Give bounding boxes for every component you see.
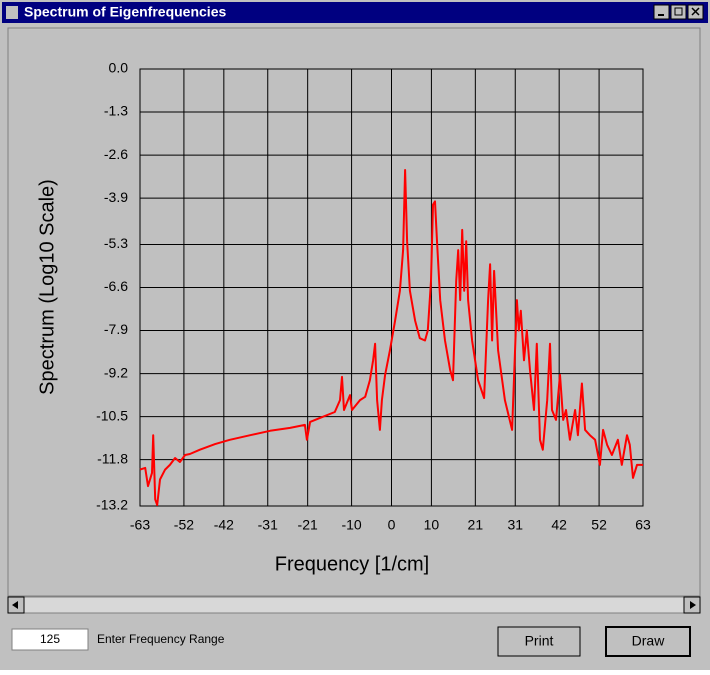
x-tick-label: 63 — [635, 517, 651, 533]
plot-frame — [139, 68, 644, 507]
y-tick-label: -13.2 — [96, 497, 128, 513]
icon — [674, 7, 683, 16]
y-tick-label: -7.9 — [104, 321, 128, 337]
minimize-button[interactable] — [653, 4, 670, 20]
icon — [691, 7, 700, 16]
x-tick-label: 10 — [424, 517, 440, 533]
x-tick-label: 0 — [388, 517, 396, 533]
x-tick-label: -10 — [341, 517, 361, 533]
app-icon — [6, 6, 18, 19]
draw-button-label: Draw — [632, 633, 666, 649]
x-tick-label: 52 — [591, 517, 607, 533]
window-buttons — [653, 4, 704, 20]
y-tick-label: -9.2 — [104, 364, 128, 380]
y-tick-label: -1.3 — [104, 103, 128, 119]
x-tick-label: -31 — [258, 517, 278, 533]
x-tick-label: -63 — [130, 517, 150, 533]
draw-button[interactable] — [605, 626, 691, 657]
range-input[interactable] — [11, 628, 89, 651]
y-tick-label: -2.6 — [104, 146, 128, 162]
y-tick-label: 0.0 — [109, 60, 129, 76]
spectrum-line — [139, 169, 643, 506]
title-bar — [2, 2, 708, 23]
range-input-value: 125 — [40, 632, 60, 646]
x-tick-label: 31 — [507, 517, 523, 533]
y-tick-label: -10.5 — [96, 407, 128, 423]
y-axis-label: Spectrum (Log10 Scale) — [36, 179, 58, 395]
print-button[interactable] — [497, 626, 581, 657]
window-title: Spectrum of Eigenfrequencies — [24, 4, 226, 20]
x-tick-label: -52 — [174, 517, 194, 533]
y-tick-label: -6.6 — [104, 278, 128, 294]
x-tick-label: 42 — [551, 517, 567, 533]
maximize-button[interactable] — [670, 4, 687, 20]
y-tick-label: -3.9 — [104, 189, 128, 205]
x-tick-label: 21 — [468, 517, 484, 533]
arrow — [12, 601, 18, 609]
x-tick-label: -21 — [298, 517, 318, 533]
arrow — [690, 601, 696, 609]
y-tick-label: -11.8 — [97, 450, 128, 466]
x-axis-label: Frequency [1/cm] — [275, 553, 430, 575]
range-label: Enter Frequency Range — [97, 632, 225, 646]
y-tick-label: -5.3 — [104, 235, 128, 251]
scrollbar — [7, 596, 701, 614]
x-tick-label: -42 — [214, 517, 234, 533]
print-button-label: Print — [525, 633, 554, 649]
scroll-track[interactable] — [7, 596, 701, 614]
chart-panel — [7, 27, 701, 597]
